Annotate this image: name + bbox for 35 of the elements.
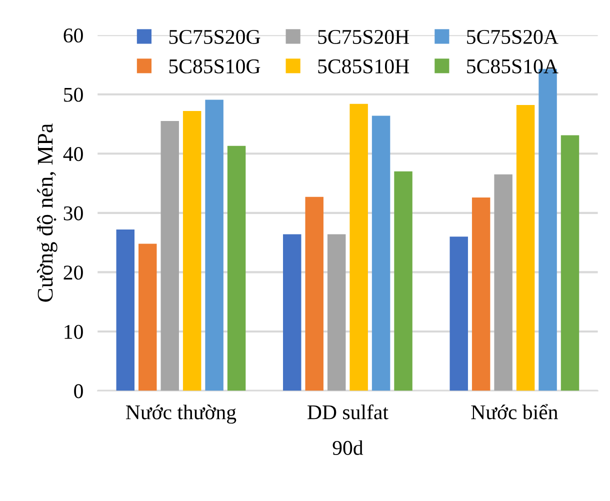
y-tick-label: 30 <box>64 206 83 220</box>
bar <box>472 198 490 391</box>
bar <box>327 234 346 391</box>
bar <box>160 121 179 391</box>
y-tick-label: 20 <box>64 266 83 280</box>
bar <box>205 100 224 391</box>
y-tick-label: 0 <box>74 384 83 398</box>
bar <box>560 135 580 391</box>
legend-label: 5C75S20H <box>318 30 410 44</box>
bar <box>394 171 412 391</box>
legend-label: 5C75S20A <box>467 30 558 44</box>
bar <box>372 116 390 391</box>
y-tick-label: 50 <box>64 88 83 102</box>
y-tick-label: 60 <box>64 28 83 43</box>
y-axis-title: Cường độ nén, MPa <box>37 124 58 302</box>
bar <box>494 174 512 391</box>
x-tick-label: Nước biển <box>471 404 558 420</box>
bar <box>182 110 202 391</box>
bar <box>227 146 246 391</box>
bar <box>138 244 157 391</box>
legend-label: 5C85S10A <box>467 59 558 74</box>
bar <box>116 230 135 391</box>
legend-label: 5C75S20G <box>169 30 260 44</box>
bar <box>450 236 468 391</box>
bar <box>350 104 368 391</box>
legend-label: 5C85S10G <box>169 59 260 74</box>
y-tick-label: 10 <box>64 324 83 339</box>
bar <box>305 196 324 391</box>
x-axis-title: 90d <box>332 440 364 455</box>
x-tick-label: DD sulfat <box>308 404 388 420</box>
y-tick-label: 40 <box>63 147 83 162</box>
bar <box>516 105 535 391</box>
legend-label: 5C85S10H <box>318 59 410 74</box>
bar <box>283 234 302 391</box>
x-tick-label: Nước thường <box>126 404 236 424</box>
